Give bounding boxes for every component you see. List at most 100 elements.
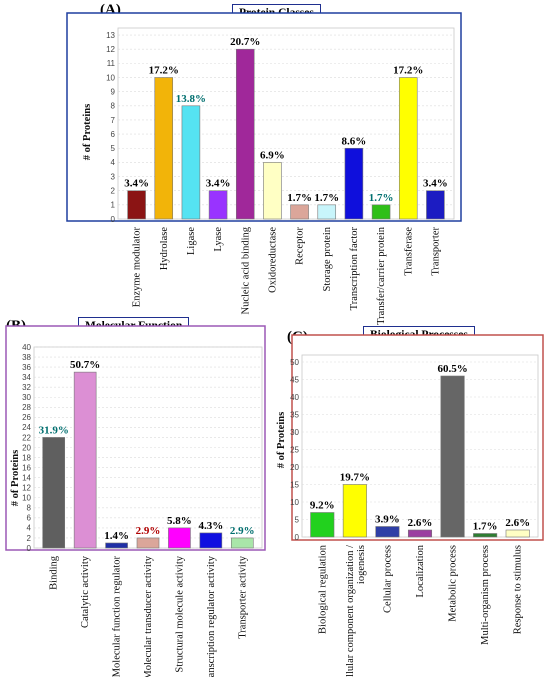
bar <box>154 77 174 220</box>
x-category-label: Transporter activity <box>237 555 248 638</box>
bar-value-label: 1.7% <box>287 192 312 204</box>
y-tick-label: 1 <box>111 201 116 210</box>
y-tick-label: 4 <box>111 158 116 167</box>
y-axis-title: # of Proteins <box>82 104 93 160</box>
y-tick-label: 40 <box>290 393 299 402</box>
x-category-label: Biological regulation <box>317 544 328 634</box>
bar <box>398 77 418 220</box>
bar-value-label: 60.5% <box>437 363 467 375</box>
bar-value-label: 13.8% <box>176 93 206 105</box>
bar-value-label: 31.9% <box>39 424 69 436</box>
bar-value-label: 19.7% <box>340 472 370 484</box>
x-category-label: Catalytic activity <box>80 555 91 628</box>
y-tick-label: 7 <box>111 116 116 125</box>
x-category-label: Molecular function regulator <box>112 556 123 677</box>
y-tick-label: 11 <box>107 59 116 68</box>
x-category-label: Binding <box>49 555 60 590</box>
y-tick-label: 26 <box>22 413 31 422</box>
y-tick-label: 22 <box>22 433 31 442</box>
bar <box>199 532 223 549</box>
bar <box>105 542 128 549</box>
x-category-label: Enzyme modulator <box>132 226 143 307</box>
y-tick-label: 13 <box>106 31 115 40</box>
y-tick-label: 10 <box>22 494 31 503</box>
x-category-label: Storage protein <box>322 226 333 291</box>
y-tick-label: 36 <box>22 363 31 372</box>
y-tick-label: 24 <box>22 423 31 432</box>
bar <box>136 537 160 549</box>
bar-value-label: 20.7% <box>230 36 260 48</box>
x-category-label: Cellular process <box>382 545 393 613</box>
y-tick-label: 50 <box>290 358 299 367</box>
bar <box>473 533 498 538</box>
x-category-label: Transcription factor <box>349 227 360 311</box>
x-category-label: Multi-organism process <box>480 545 491 645</box>
bar-value-label: 5.8% <box>167 515 192 527</box>
y-tick-label: 25 <box>290 445 299 454</box>
bar-value-label: 2.9% <box>230 525 255 537</box>
y-tick-label: 28 <box>22 403 31 412</box>
bar-value-label: 17.2% <box>393 65 423 77</box>
y-tick-label: 2 <box>111 187 116 196</box>
bar-value-label: 8.6% <box>342 135 367 147</box>
bar <box>371 204 391 220</box>
bar <box>440 375 465 538</box>
bar <box>290 204 309 220</box>
y-tick-label: 34 <box>22 373 31 382</box>
bar <box>235 48 255 220</box>
y-tick-label: 10 <box>106 73 115 82</box>
x-category-label: Hydrolase <box>159 227 170 270</box>
x-category-label: Metabolic process <box>448 545 459 622</box>
x-category-label: Transcription regulator activity <box>206 555 217 677</box>
y-tick-label: 5 <box>111 144 116 153</box>
bar-value-label: 3.4% <box>423 178 448 190</box>
bar <box>230 537 254 549</box>
bar-value-label: 1.7% <box>473 521 498 533</box>
bar-value-label: 2.9% <box>136 525 161 537</box>
y-tick-label: 38 <box>22 353 31 362</box>
x-category-label: Cellular component organization /iogenes… <box>345 545 367 677</box>
y-tick-label: 0 <box>111 215 116 224</box>
bar-value-label: 3.9% <box>375 514 400 526</box>
x-category-label: Localization <box>415 544 426 597</box>
bar-value-label: 1.4% <box>104 530 129 542</box>
bar-value-label: 3.4% <box>124 178 149 190</box>
y-tick-label: 2 <box>27 534 32 543</box>
bar <box>42 437 66 549</box>
y-tick-label: 10 <box>290 498 299 507</box>
y-tick-label: 4 <box>27 524 32 533</box>
x-category-label: Transfer/carrier protein <box>376 226 387 325</box>
bar <box>407 529 433 538</box>
y-tick-label: 30 <box>22 393 31 402</box>
x-category-label: Response to stimulus <box>513 545 524 634</box>
plot-area <box>301 354 539 538</box>
bar <box>310 512 335 538</box>
bar-value-label: 6.9% <box>260 149 285 161</box>
x-category-label: Transferase <box>403 227 414 276</box>
plot-area <box>117 27 455 220</box>
x-category-label: Structural molecule activity <box>174 555 185 672</box>
bar <box>344 147 364 220</box>
x-category-label: Molecular transducer activity <box>143 555 154 677</box>
y-tick-label: 3 <box>111 172 116 181</box>
bar <box>208 190 228 220</box>
bar <box>426 190 445 220</box>
bar-value-label: 1.7% <box>369 192 394 204</box>
bar <box>168 527 191 549</box>
y-tick-label: 0 <box>295 533 300 542</box>
y-tick-label: 12 <box>22 484 31 493</box>
y-tick-label: 45 <box>290 375 299 384</box>
y-tick-label: 30 <box>290 428 299 437</box>
bar-value-label: 2.6% <box>505 517 530 529</box>
bar-value-label: 17.2% <box>149 65 179 77</box>
bar <box>127 190 146 220</box>
y-tick-label: 6 <box>27 514 32 523</box>
bar-value-label: 2.6% <box>408 517 433 529</box>
y-axis-title: # of Proteins <box>276 412 287 468</box>
bar <box>342 484 367 538</box>
x-category-label: Lyase <box>213 227 224 252</box>
y-tick-label: 8 <box>111 102 116 111</box>
